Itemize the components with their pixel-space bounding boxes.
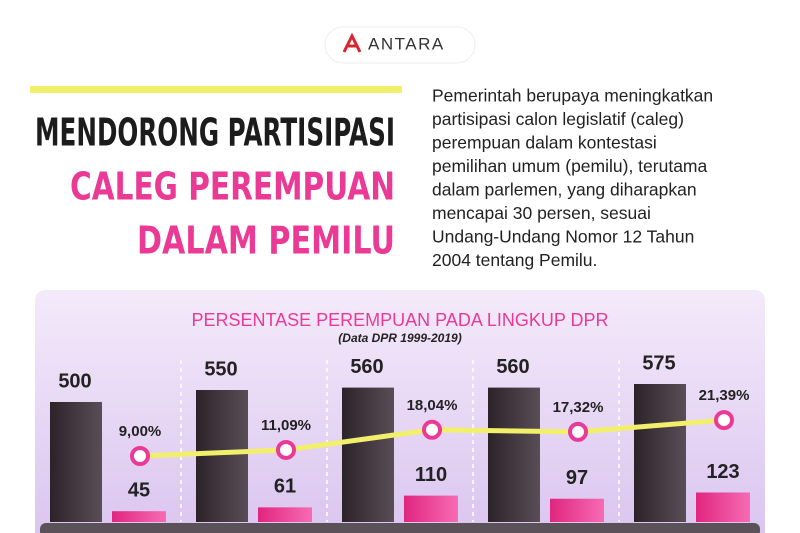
- bar: [50, 402, 102, 522]
- description-line: perempuan dalam kontestasi: [432, 133, 657, 153]
- value-label: 21,39%: [699, 387, 750, 404]
- value-label: 17,32%: [553, 399, 604, 416]
- bar: [488, 387, 540, 522]
- bar: [696, 492, 750, 522]
- value-label: 18,04%: [407, 397, 458, 414]
- value-label: 560: [350, 356, 383, 378]
- bar: [550, 498, 604, 522]
- title-line: MENDORONG PARTISIPASI: [35, 111, 395, 155]
- point: [422, 419, 442, 440]
- value-label: 123: [706, 461, 739, 483]
- point: [568, 421, 588, 442]
- description-line: dalam parlemen, yang diharapkan: [432, 180, 697, 200]
- description-line: Undang-Undang Nomor 12 Tahun: [432, 227, 694, 247]
- value-label: 45: [128, 479, 150, 501]
- bar: [196, 390, 248, 522]
- description-line: Pemerintah berupaya meningkatkan: [432, 86, 713, 106]
- bar: [342, 387, 394, 522]
- value-label: 500: [58, 370, 91, 392]
- value-label: 550: [204, 358, 237, 380]
- description: Pemerintah berupaya meningkatkan partisip…: [432, 86, 713, 271]
- value-label: 560: [496, 356, 529, 378]
- description-line: partisipasi calon legislatif (caleg): [432, 109, 684, 129]
- point: [276, 439, 296, 460]
- logo-pill: [324, 26, 476, 64]
- chart-title: PERSENTASE PEREMPUAN PADA LINGKUP DPR: [191, 310, 608, 330]
- value-label: 61: [274, 476, 296, 498]
- bar: [112, 511, 166, 522]
- point: [714, 410, 734, 431]
- description-line: 2004 tentang Pemilu.: [432, 250, 597, 270]
- chart-subtitle: (Data DPR 1999-2019): [338, 331, 461, 345]
- description-line: pemilihan umum (pemilu), terutama: [432, 156, 708, 176]
- value-label: 11,09%: [261, 417, 311, 434]
- title-rule: [30, 86, 402, 93]
- logo-text: ANTARA: [368, 34, 445, 53]
- value-label: 9,00%: [119, 423, 162, 440]
- plot: 500 550 560 560 575 45 61 110 97 123 9,00% 11,09% 18…: [50, 352, 750, 522]
- bar: [634, 384, 686, 522]
- category-band: [40, 523, 760, 533]
- title-line: CALEG PEREMPUAN: [70, 165, 395, 209]
- description-line: mencapai 30 persen, sesuai: [432, 203, 651, 223]
- value-label: 575: [642, 352, 675, 374]
- title-line: DALAM PEMILU: [137, 219, 395, 263]
- point: [130, 446, 150, 466]
- value-label: 110: [415, 464, 447, 486]
- value-label: 97: [566, 467, 588, 489]
- bar: [258, 507, 312, 522]
- bar: [404, 495, 458, 522]
- logo-icon: [342, 32, 362, 53]
